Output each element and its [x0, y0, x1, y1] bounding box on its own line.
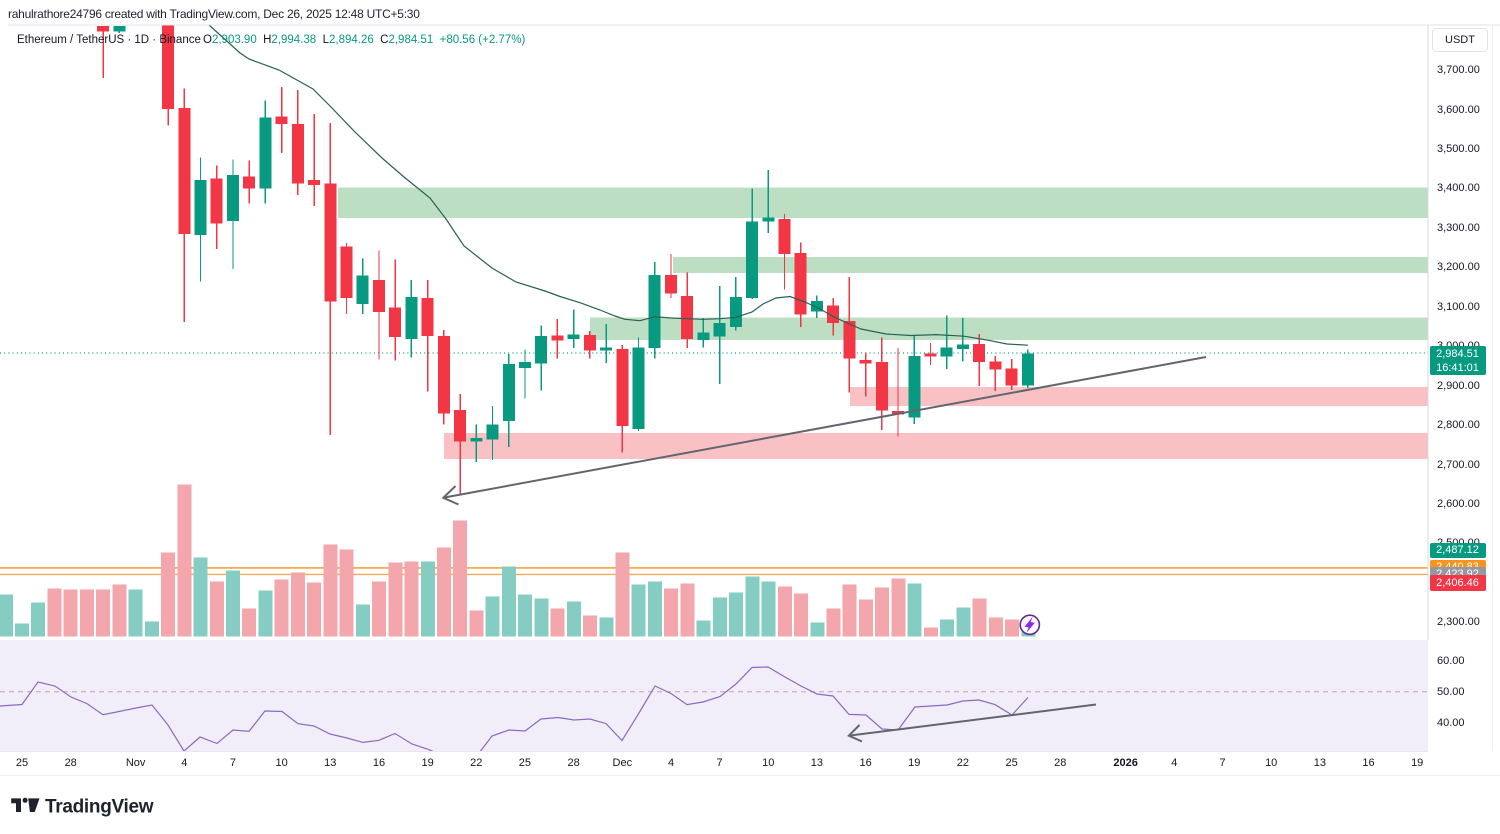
svg-text:TradingView: TradingView — [45, 796, 154, 817]
